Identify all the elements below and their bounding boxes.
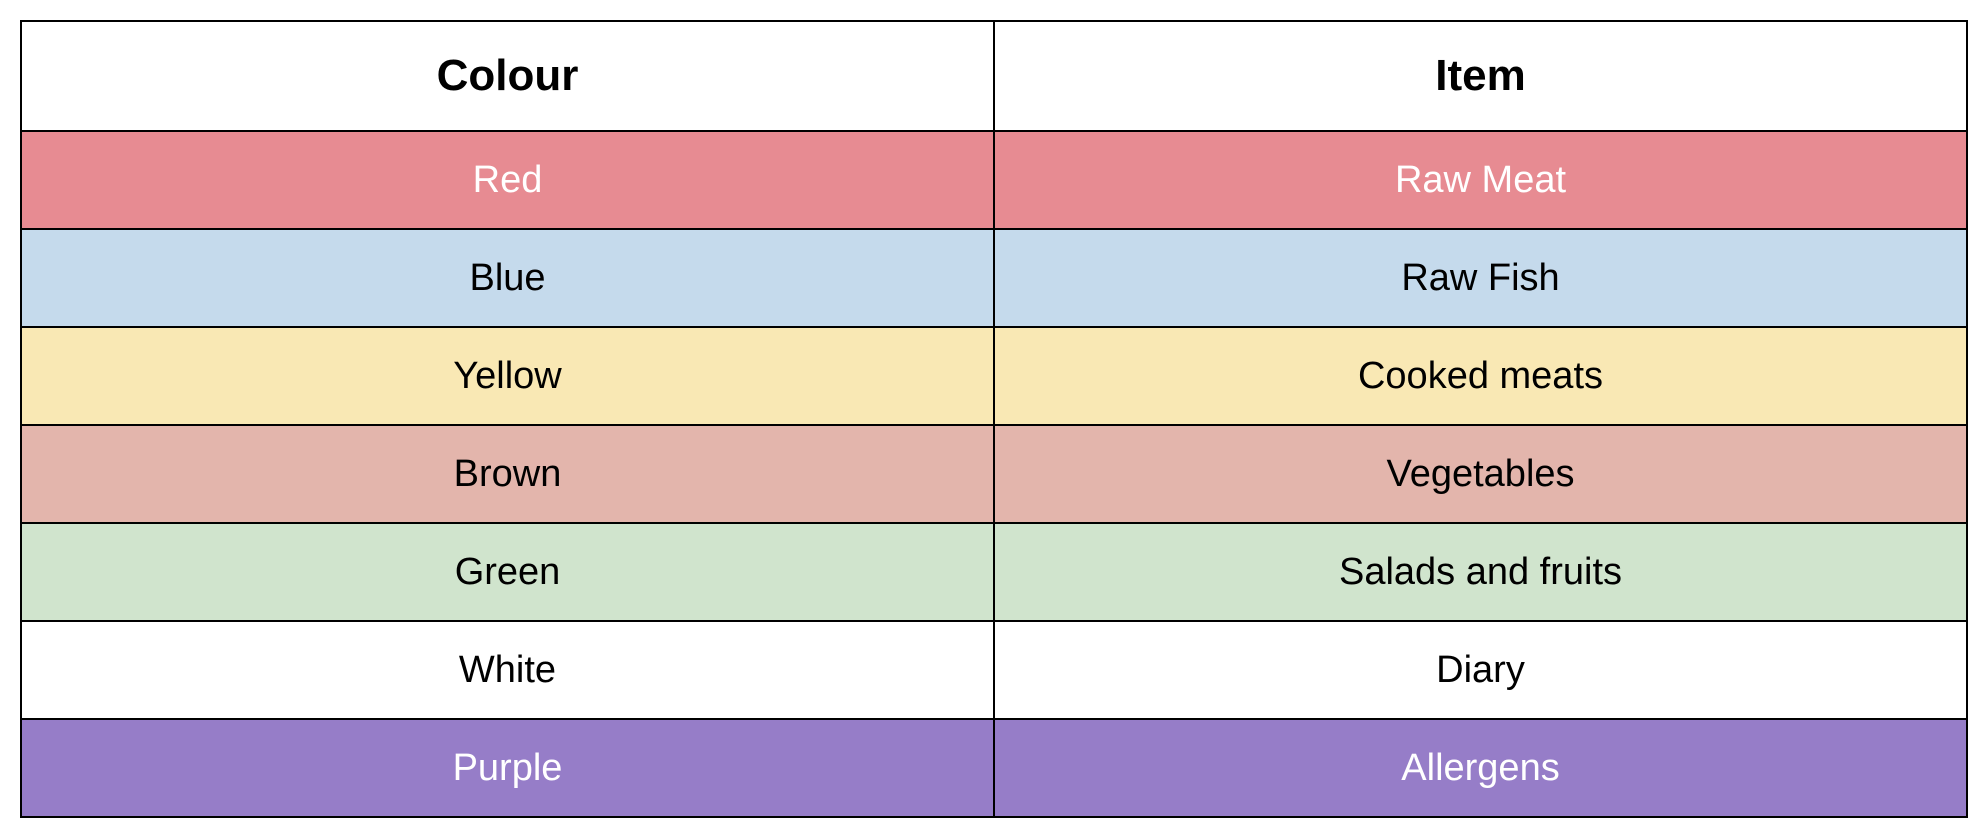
cell-item: Raw Fish (994, 229, 1967, 327)
table-row: Brown Vegetables (21, 425, 1967, 523)
cell-item: Raw Meat (994, 131, 1967, 229)
colour-item-table: Colour Item Red Raw Meat Blue Raw Fish Y… (20, 20, 1968, 818)
cell-colour: Purple (21, 719, 994, 817)
cell-item: Vegetables (994, 425, 1967, 523)
table-header-row: Colour Item (21, 21, 1967, 131)
table-row: Red Raw Meat (21, 131, 1967, 229)
table-row: Green Salads and fruits (21, 523, 1967, 621)
table-row: White Diary (21, 621, 1967, 719)
cell-item: Salads and fruits (994, 523, 1967, 621)
table-row: Blue Raw Fish (21, 229, 1967, 327)
cell-item: Diary (994, 621, 1967, 719)
cell-colour: Yellow (21, 327, 994, 425)
cell-item: Allergens (994, 719, 1967, 817)
cell-colour: White (21, 621, 994, 719)
table-row: Purple Allergens (21, 719, 1967, 817)
header-colour: Colour (21, 21, 994, 131)
cell-colour: Green (21, 523, 994, 621)
header-item: Item (994, 21, 1967, 131)
table-row: Yellow Cooked meats (21, 327, 1967, 425)
cell-colour: Red (21, 131, 994, 229)
table-body: Red Raw Meat Blue Raw Fish Yellow Cooked… (21, 131, 1967, 817)
cell-item: Cooked meats (994, 327, 1967, 425)
cell-colour: Blue (21, 229, 994, 327)
cell-colour: Brown (21, 425, 994, 523)
